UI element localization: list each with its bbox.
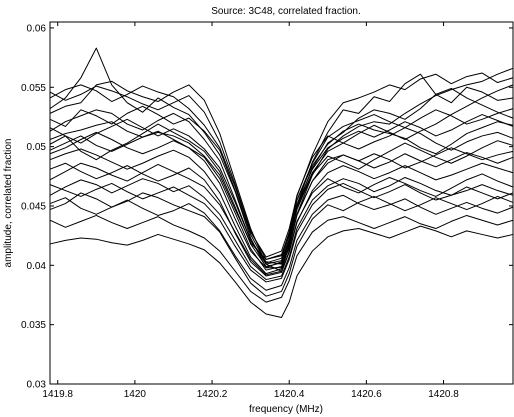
- series-line-20: [49, 131, 514, 271]
- series-line-15: [49, 162, 514, 276]
- series-line-14: [49, 123, 514, 267]
- series-line-18: [49, 114, 514, 265]
- y-axis-ticks: 0.03 0.035 0.04 0.045 0.05 0.055 0.06: [21, 23, 513, 391]
- series-line-10: [49, 194, 514, 291]
- series-line-1: [49, 47, 514, 269]
- x-axis-title: frequency (MHz): [249, 404, 323, 415]
- chart-title: Source: 3C48, correlated fraction.: [211, 6, 361, 17]
- series-layer: [49, 47, 514, 319]
- y-tick-label: 0.035: [21, 320, 46, 331]
- x-axis-ticks: 1419.8 1420 1420.2 1420.4 1420.6 1420.8: [42, 22, 459, 400]
- x-tick-label: 1420: [124, 389, 147, 400]
- y-tick-label: 0.055: [21, 83, 46, 94]
- x-tick-label: 1420.2: [197, 389, 228, 400]
- x-tick-label: 1419.8: [42, 389, 73, 400]
- y-axis-title: amplitude, correlated fraction: [3, 139, 14, 268]
- series-line-16: [49, 84, 514, 260]
- series-line-13: [49, 105, 514, 264]
- plot-frame: [49, 21, 514, 385]
- y-tick-label: 0.045: [21, 201, 46, 212]
- series-line-19: [49, 192, 514, 297]
- y-tick-label: 0.04: [27, 261, 47, 272]
- y-tick-label: 0.06: [27, 23, 47, 34]
- series-line-5: [49, 121, 514, 260]
- y-tick-label: 0.05: [27, 142, 47, 153]
- series-line-8: [49, 162, 514, 277]
- x-tick-label: 1420.6: [351, 389, 382, 400]
- y-tick-label: 0.03: [27, 380, 47, 391]
- series-line-11: [49, 214, 514, 303]
- series-line-2: [49, 72, 514, 258]
- series-line-12: [49, 225, 514, 319]
- x-tick-label: 1420.8: [428, 389, 459, 400]
- series-line-17: [49, 176, 514, 281]
- x-tick-label: 1420.4: [274, 389, 305, 400]
- series-line-3: [49, 80, 514, 272]
